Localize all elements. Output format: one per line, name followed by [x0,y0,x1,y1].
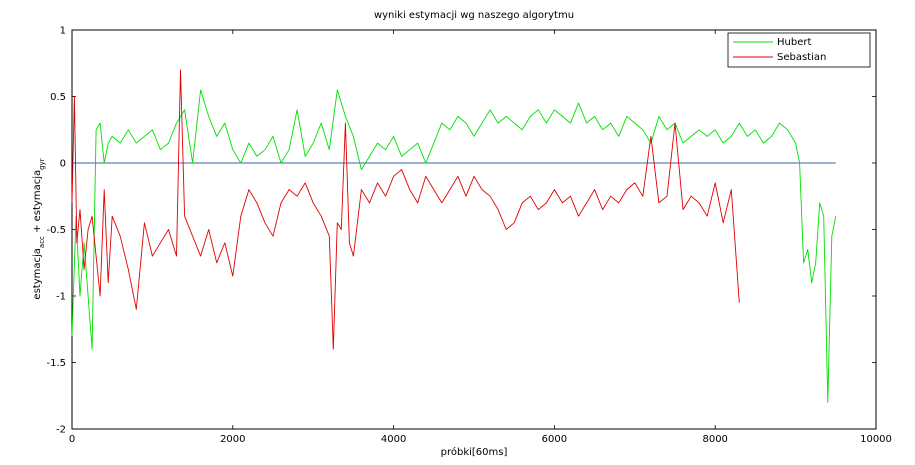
y-axis-label-plus: + estymacja [32,170,43,236]
x-tick-label: 0 [69,434,75,445]
x-axis-label: próbki[60ms] [441,446,508,458]
series-line-sebastian [71,69,740,350]
y-tick-label: -1.5 [46,358,66,369]
y-tick-label: 0 [60,159,66,170]
legend-box [727,32,871,68]
y-tick-label: -1 [56,292,66,303]
legend: Hubert Sebastian [727,32,871,68]
y-axis-label-sub-gyr: gyr [38,158,46,170]
series-line-hubert [71,89,837,403]
x-tick-label: 6000 [542,434,567,445]
y-tick-label: 1 [60,26,66,37]
legend-label-hubert: Hubert [777,37,811,48]
y-axis-label-main: estymacja [32,248,43,299]
series-lines [71,69,837,403]
x-tick-label: 8000 [702,434,727,445]
chart-title: wyniki estymacji wg naszego algorytmu [374,10,574,21]
plot-area [71,29,877,430]
x-tick-label: 2000 [220,434,245,445]
y-tick-label: -2 [56,425,66,436]
axis-ticks: 0 2000 4000 6000 8000 10000 -2 -1.5 -1 -0.5 0 0.5 1 [46,26,891,446]
x-tick-label: 4000 [381,434,406,445]
y-tick-label: -0.5 [46,225,66,236]
legend-label-sebastian: Sebastian [777,52,826,63]
y-tick-label: 0.5 [50,92,66,103]
y-axis-label: estymacjaacc + estymacjagyr [32,158,46,299]
y-axis-label-sub-acc: acc [38,236,46,248]
x-tick-label: 10000 [860,434,892,445]
